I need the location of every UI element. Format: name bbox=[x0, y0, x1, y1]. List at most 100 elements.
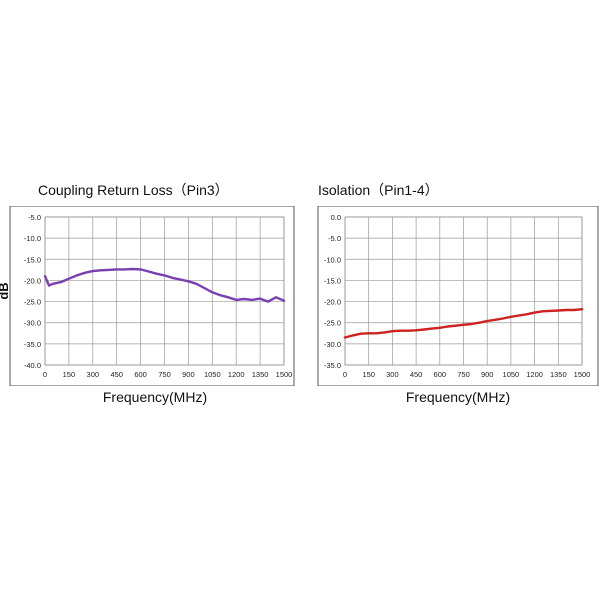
data-point bbox=[343, 336, 347, 339]
data-point bbox=[383, 331, 386, 334]
chart-title: Coupling Return Loss（Pin3） bbox=[38, 182, 229, 198]
y-tick-label: -25.0 bbox=[24, 298, 41, 307]
data-point bbox=[430, 327, 433, 330]
data-point bbox=[438, 326, 441, 329]
data-point bbox=[187, 280, 190, 283]
data-point bbox=[351, 334, 354, 337]
data-point bbox=[565, 308, 568, 312]
y-tick-label: -35.0 bbox=[324, 361, 341, 370]
chart-coupling-return-loss: -5.0 -10.0 -15.0 -20.0 -25.0 -30.0 -35.0 -40.00… bbox=[0, 206, 295, 386]
data-point bbox=[415, 329, 418, 332]
x-tick-label: 0 bbox=[343, 370, 347, 379]
data-point bbox=[179, 278, 182, 281]
data-point bbox=[580, 308, 584, 311]
x-tick-label: 1500 bbox=[574, 370, 591, 379]
chart-title: Isolation（Pin1-4） bbox=[318, 182, 439, 198]
x-tick-label: 750 bbox=[457, 370, 470, 379]
data-point bbox=[525, 313, 528, 316]
x-tick-label: 1350 bbox=[550, 370, 567, 379]
data-point bbox=[282, 299, 286, 302]
data-point bbox=[470, 322, 473, 326]
y-tick-label: -10.0 bbox=[24, 234, 41, 243]
data-point bbox=[462, 323, 465, 326]
data-point bbox=[274, 296, 278, 299]
y-tick-label: -20.0 bbox=[324, 298, 341, 307]
x-tick-label: 300 bbox=[386, 370, 399, 379]
y-tick-label: 0.0 bbox=[331, 213, 341, 222]
x-tick-label: 900 bbox=[182, 370, 195, 379]
data-point bbox=[155, 272, 158, 275]
data-point bbox=[163, 274, 166, 277]
x-tick-label: 450 bbox=[110, 370, 123, 379]
data-point bbox=[359, 332, 362, 335]
x-axis-title: Frequency(MHz) bbox=[405, 389, 511, 405]
data-point bbox=[195, 282, 198, 285]
data-point bbox=[375, 332, 378, 335]
data-point bbox=[557, 309, 560, 312]
y-tick-label: -15.0 bbox=[24, 255, 41, 264]
data-point bbox=[115, 268, 118, 271]
y-axis-title: dB bbox=[0, 282, 11, 299]
data-point bbox=[67, 277, 70, 280]
data-point bbox=[266, 300, 270, 303]
y-tick-label: -20.0 bbox=[24, 276, 41, 285]
x-axis-title: Frequency(MHz) bbox=[102, 389, 208, 405]
data-point bbox=[422, 328, 426, 331]
x-tick-label: 0 bbox=[43, 370, 47, 379]
data-point bbox=[59, 281, 63, 284]
y-tick-label: -5.0 bbox=[28, 213, 41, 222]
y-tick-label: -35.0 bbox=[24, 340, 41, 349]
x-tick-label: 450 bbox=[410, 370, 423, 379]
data-point bbox=[243, 297, 246, 301]
x-tick-label: 300 bbox=[87, 370, 100, 379]
x-tick-label: 1500 bbox=[276, 370, 293, 379]
y-tick-label: -5.0 bbox=[328, 234, 341, 243]
data-point bbox=[227, 296, 230, 299]
data-point bbox=[47, 284, 51, 287]
y-tick-label: -30.0 bbox=[324, 340, 341, 349]
x-tick-label: 150 bbox=[362, 370, 375, 379]
chart-isolation: 0.0 -5.0 -10.0 -15.0 -20.0 -25.0 -30.0 -35.00 15… bbox=[308, 206, 599, 386]
data-point bbox=[407, 329, 410, 332]
x-tick-label: 600 bbox=[134, 370, 147, 379]
data-point bbox=[99, 269, 102, 272]
x-tick-label: 750 bbox=[158, 370, 171, 379]
y-tick-label: -30.0 bbox=[24, 319, 41, 328]
data-point bbox=[219, 294, 222, 297]
data-point bbox=[211, 291, 214, 294]
data-point bbox=[486, 319, 489, 323]
data-point bbox=[251, 298, 254, 301]
data-point bbox=[399, 329, 402, 332]
data-point bbox=[391, 330, 394, 333]
x-tick-label: 1050 bbox=[503, 370, 520, 379]
data-point bbox=[51, 282, 55, 285]
x-tick-label: 1200 bbox=[526, 370, 543, 379]
data-point bbox=[147, 270, 150, 273]
data-point bbox=[517, 314, 520, 317]
data-point bbox=[549, 309, 552, 312]
data-point bbox=[494, 318, 497, 321]
data-point bbox=[454, 324, 457, 327]
data-point bbox=[501, 317, 505, 320]
data-point bbox=[75, 274, 78, 277]
x-tick-label: 1350 bbox=[252, 370, 269, 379]
y-tick-label: -40.0 bbox=[24, 361, 41, 370]
x-tick-label: 150 bbox=[63, 370, 76, 379]
y-tick-label: -15.0 bbox=[324, 276, 341, 285]
y-tick-label: -10.0 bbox=[324, 255, 341, 264]
data-point bbox=[203, 286, 206, 290]
chart-frame bbox=[317, 206, 599, 386]
x-tick-label: 1050 bbox=[204, 370, 221, 379]
data-point bbox=[123, 268, 126, 271]
chart-panel-isolation: Isolation（Pin1-4） 0.0 -5.0 -10.0 -15.0 -20.0… bbox=[308, 180, 599, 410]
y-tick-label: -25.0 bbox=[324, 319, 341, 328]
data-point bbox=[83, 271, 86, 274]
data-point bbox=[367, 332, 370, 335]
y-axis-title: dB bbox=[308, 282, 311, 299]
chart-panel-coupling-return-loss: Coupling Return Loss（Pin3） -5.0 -10.0 -15.… bbox=[0, 180, 295, 410]
x-tick-label: 900 bbox=[481, 370, 494, 379]
data-point bbox=[131, 267, 134, 271]
x-tick-label: 600 bbox=[434, 370, 447, 379]
data-point bbox=[478, 321, 481, 324]
x-tick-label: 1200 bbox=[228, 370, 245, 379]
